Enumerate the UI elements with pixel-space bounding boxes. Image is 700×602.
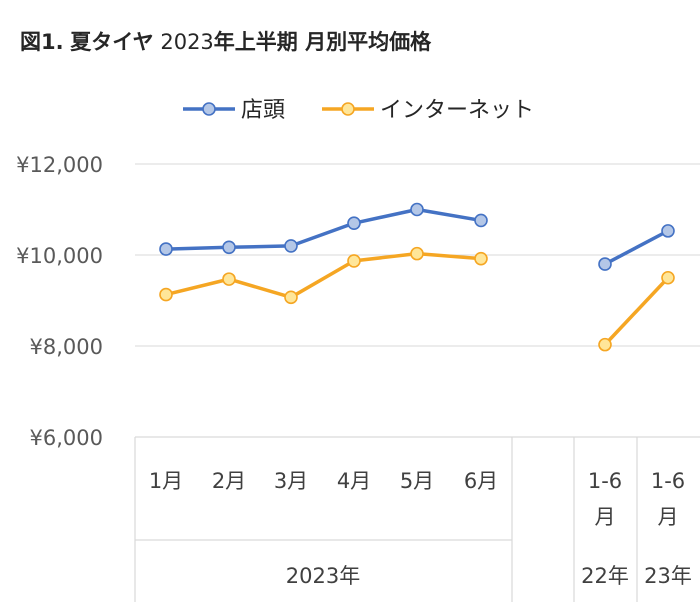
title-bold2: 年上半期 月別平均価格: [213, 30, 432, 54]
data-point: [410, 202, 424, 217]
x-tick-label: 3月: [274, 469, 308, 493]
y-tick-label: ¥8,000: [30, 335, 103, 359]
series-line: [165, 207, 482, 251]
legend-label: インターネット: [380, 98, 534, 123]
data-point: [410, 246, 424, 261]
x-axis: 1月 2月 3月 4月 5月 6月 1-6 月 1-6 月 2023年 22年 23年: [134, 436, 700, 602]
legend-label: 店頭: [241, 98, 285, 123]
data-point: [222, 240, 236, 255]
data-point: [598, 257, 612, 271]
x-tick-label: 1-6: [588, 469, 622, 493]
data-point: [598, 337, 612, 352]
series-line: [603, 276, 670, 346]
x-group-label: 22年: [581, 564, 629, 588]
title-year: 2023: [160, 30, 214, 54]
data-point: [661, 224, 675, 238]
x-tick-label: 2月: [212, 469, 246, 493]
series-layer: [159, 202, 675, 352]
x-tick-label: 5月: [400, 469, 434, 493]
data-point: [159, 287, 173, 302]
data-point: [474, 213, 488, 228]
x-group-label: 2023年: [286, 564, 360, 588]
data-point: [347, 254, 361, 268]
x-tick-label: 1-6: [651, 469, 685, 493]
data-point: [284, 290, 298, 305]
series-2: [159, 246, 675, 352]
series-1: [159, 202, 675, 271]
y-axis: ¥12,000 ¥10,000 ¥8,000 ¥6,000: [16, 153, 103, 450]
x-tick-label: 4月: [337, 469, 371, 493]
legend-item: インターネット: [322, 98, 534, 123]
legend: 店頭 インターネット: [183, 98, 534, 123]
title-bold1: 夏タイヤ: [70, 30, 154, 54]
legend-marker: [202, 102, 216, 116]
data-point: [347, 216, 361, 230]
data-point: [661, 270, 675, 285]
y-tick-label: ¥6,000: [30, 426, 103, 450]
data-point: [159, 242, 173, 256]
y-tick-label: ¥12,000: [16, 153, 103, 177]
title-prefix: 図1.: [20, 30, 64, 54]
series-line: [165, 251, 482, 300]
x-tick-label: 月: [595, 505, 616, 529]
x-group-label: 23年: [644, 564, 692, 588]
series-line: [604, 229, 669, 266]
y-tick-label: ¥10,000: [16, 244, 103, 268]
data-point: [284, 239, 298, 253]
x-tick-label: 月: [658, 505, 679, 529]
x-tick-label: 6月: [464, 469, 498, 493]
x-tick-label: 1月: [149, 469, 183, 493]
chart-title: 図1. 夏タイヤ 2023年上半期 月別平均価格: [20, 26, 431, 56]
legend-marker: [341, 102, 355, 116]
data-point: [474, 251, 488, 266]
data-point: [222, 272, 236, 286]
legend-item: 店頭: [183, 98, 285, 123]
